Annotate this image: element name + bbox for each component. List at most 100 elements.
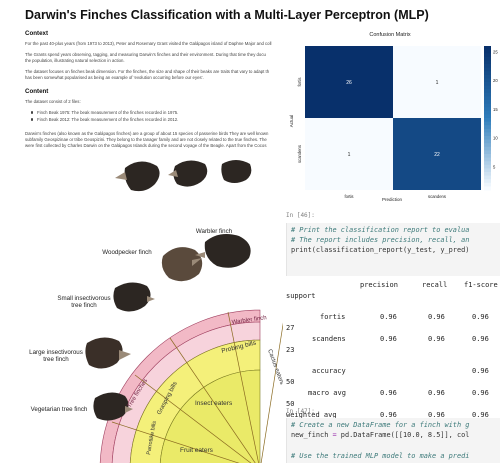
cell-recall: 0.96 [428,388,445,397]
colorbar-segment [484,67,491,72]
finch-wheel-drawing: Warbler finch Probing bills Cactus eater… [85,160,286,463]
context-paragraph-2b: the population, illustrating natural sel… [25,58,125,63]
colorbar-segment [484,78,491,83]
code-line: # Print the classification report to eva… [291,226,470,234]
confusion-matrix-chart: Confusion Matrix 26 11 22 fortis scandensfo… [289,32,498,202]
colorbar-tick-label: 15 [493,107,498,112]
colorbar-segment [484,172,491,177]
colorbar-segment [484,46,491,51]
cell-47-prompt: In [47]: [286,408,315,415]
report-header: precision recall f1-score [286,280,500,291]
colorbar-segment [484,85,491,90]
code-cell-46[interactable]: # Print the classification report to eva… [286,223,500,276]
beak-vegetarian [125,406,133,413]
colorbar-segment [484,107,491,112]
classification-report-output: precision recall f1-score support fortis… [286,280,500,431]
finch-heads [85,160,252,421]
colorbar-tick-label: 10 [493,136,498,141]
support-value: 23 [286,345,295,354]
heatmap-cell [393,118,481,190]
colorbar-segment [484,74,491,79]
cell-f1: 0.96 [472,313,489,322]
cell-recall: 0.96 [428,313,445,322]
wheel-label-cactus: Cactus eaters [266,349,284,386]
colorbar-segment [484,146,491,151]
code-cell-47[interactable]: # Create a new DataFrame for a finch wit… [286,418,500,463]
colorbar-segment [484,175,491,180]
table-row: macro avg 0.96 0.96 0.96 [286,388,500,399]
finch-head-top-3 [221,160,252,183]
finch-illustration: Warbler finch Probing bills Cactus eater… [0,160,300,463]
header-f1: f1-score [464,281,498,289]
colorbar-segment [484,164,491,169]
heatmap-cells: 26 1 1 22 [305,46,481,190]
cell-value-label: 1 [436,80,439,86]
table-row: weighted avg 0.96 0.96 0.96 [286,410,500,421]
code-line: print(classification_report(y_test, y_pr… [291,246,470,255]
cell-f1: 0.96 [472,334,489,343]
code-line: # The report includes precision, recall,… [291,236,470,245]
table-row: fortis 0.96 0.96 0.96 [286,312,500,323]
colorbar-segment [484,132,491,137]
colorbar: 25 20 15 10 5 [484,46,498,191]
row-label: fortis [320,313,346,322]
colorbar-segment [484,71,491,76]
row-label: weighted avg [286,410,337,419]
heatmap-cell [305,46,393,118]
finch-head-top-1 [124,161,160,192]
header-recall: recall [422,281,448,289]
heatmap-labels: fortis scandens fortis scandens [297,77,446,199]
cell-recall: 0.96 [428,410,445,419]
colorbar-tick-label: 25 [493,49,498,54]
colorbar-segment [484,118,491,123]
wheel-label-parrotlike: Parrotlike bills [146,420,158,455]
colorbar-segment [484,143,491,148]
content-list: Finch Beak 1975: The beak measurement of… [31,109,178,123]
row-label: macro avg [308,388,346,397]
table-row: accuracy 0.96 [286,366,500,377]
cell-value-label: 22 [434,152,440,158]
finch-head-small-tree [113,282,151,312]
finch-head-warbler [204,234,251,268]
support-value: 50 [286,399,295,408]
colorbar-segment [484,136,491,141]
context-paragraph-3a: The dataset focuses on finches beak dime… [25,69,270,74]
colorbar-segment [484,56,491,61]
colorbar-segment [484,168,491,173]
colorbar-segment [484,125,491,130]
finch-head-top-2 [173,160,208,187]
colorbar-segment [484,89,491,94]
beak-warbler [195,252,205,258]
context-heading: Context [25,30,49,37]
colorbar-segment [484,161,491,166]
colorbar-segment [484,128,491,133]
cell-f1: 0.96 [472,388,489,397]
code-line: new_finch = pd.DataFrame([[10.0, 8.5]], … [291,431,470,440]
cell-46-prompt: In [46]: [286,212,315,219]
colorbar-segment [484,49,491,54]
code-line [291,440,500,450]
colorbar-segment [484,92,491,97]
colorbar-tick-label: 5 [493,164,496,169]
list-item: Finch Beak 2012: The beak measurement of… [31,116,178,123]
page-title: Darwin's Finches Classification with a M… [25,8,429,22]
cell-f1: 0.96 [472,410,489,419]
context-paragraph-1: For the past 40-plus years (from 1973 to… [25,41,272,46]
colorbar-segment [484,114,491,119]
colorbar-segment [484,121,491,126]
support-value: 27 [286,324,295,333]
confusion-matrix-panel: Confusion Matrix 26 1 1 22 fortis scandens fo… [283,24,500,204]
description-line-1: Darwin's finches (also known as the Galá… [25,131,269,136]
beak-woodpecker [192,258,202,266]
list-item: Finch Beak 1975: The beak measurement of… [31,109,178,116]
x-tick-label: scandens [428,194,446,199]
support-value: 50 [286,378,295,387]
wheel-label-insect: Insect eaters [195,400,233,407]
context-paragraph-3b: has been somewhat popularised as being a… [25,75,204,80]
colorbar-segment [484,82,491,87]
description-line-2: subfamily Geospizinae or tribe Geospizin… [25,137,267,142]
context-paragraph-2a: The Grants spend years observing, taggin… [25,52,266,57]
cell-precision: 0.96 [380,410,397,419]
wheel-label-warbler: Warbler finch [231,315,267,326]
